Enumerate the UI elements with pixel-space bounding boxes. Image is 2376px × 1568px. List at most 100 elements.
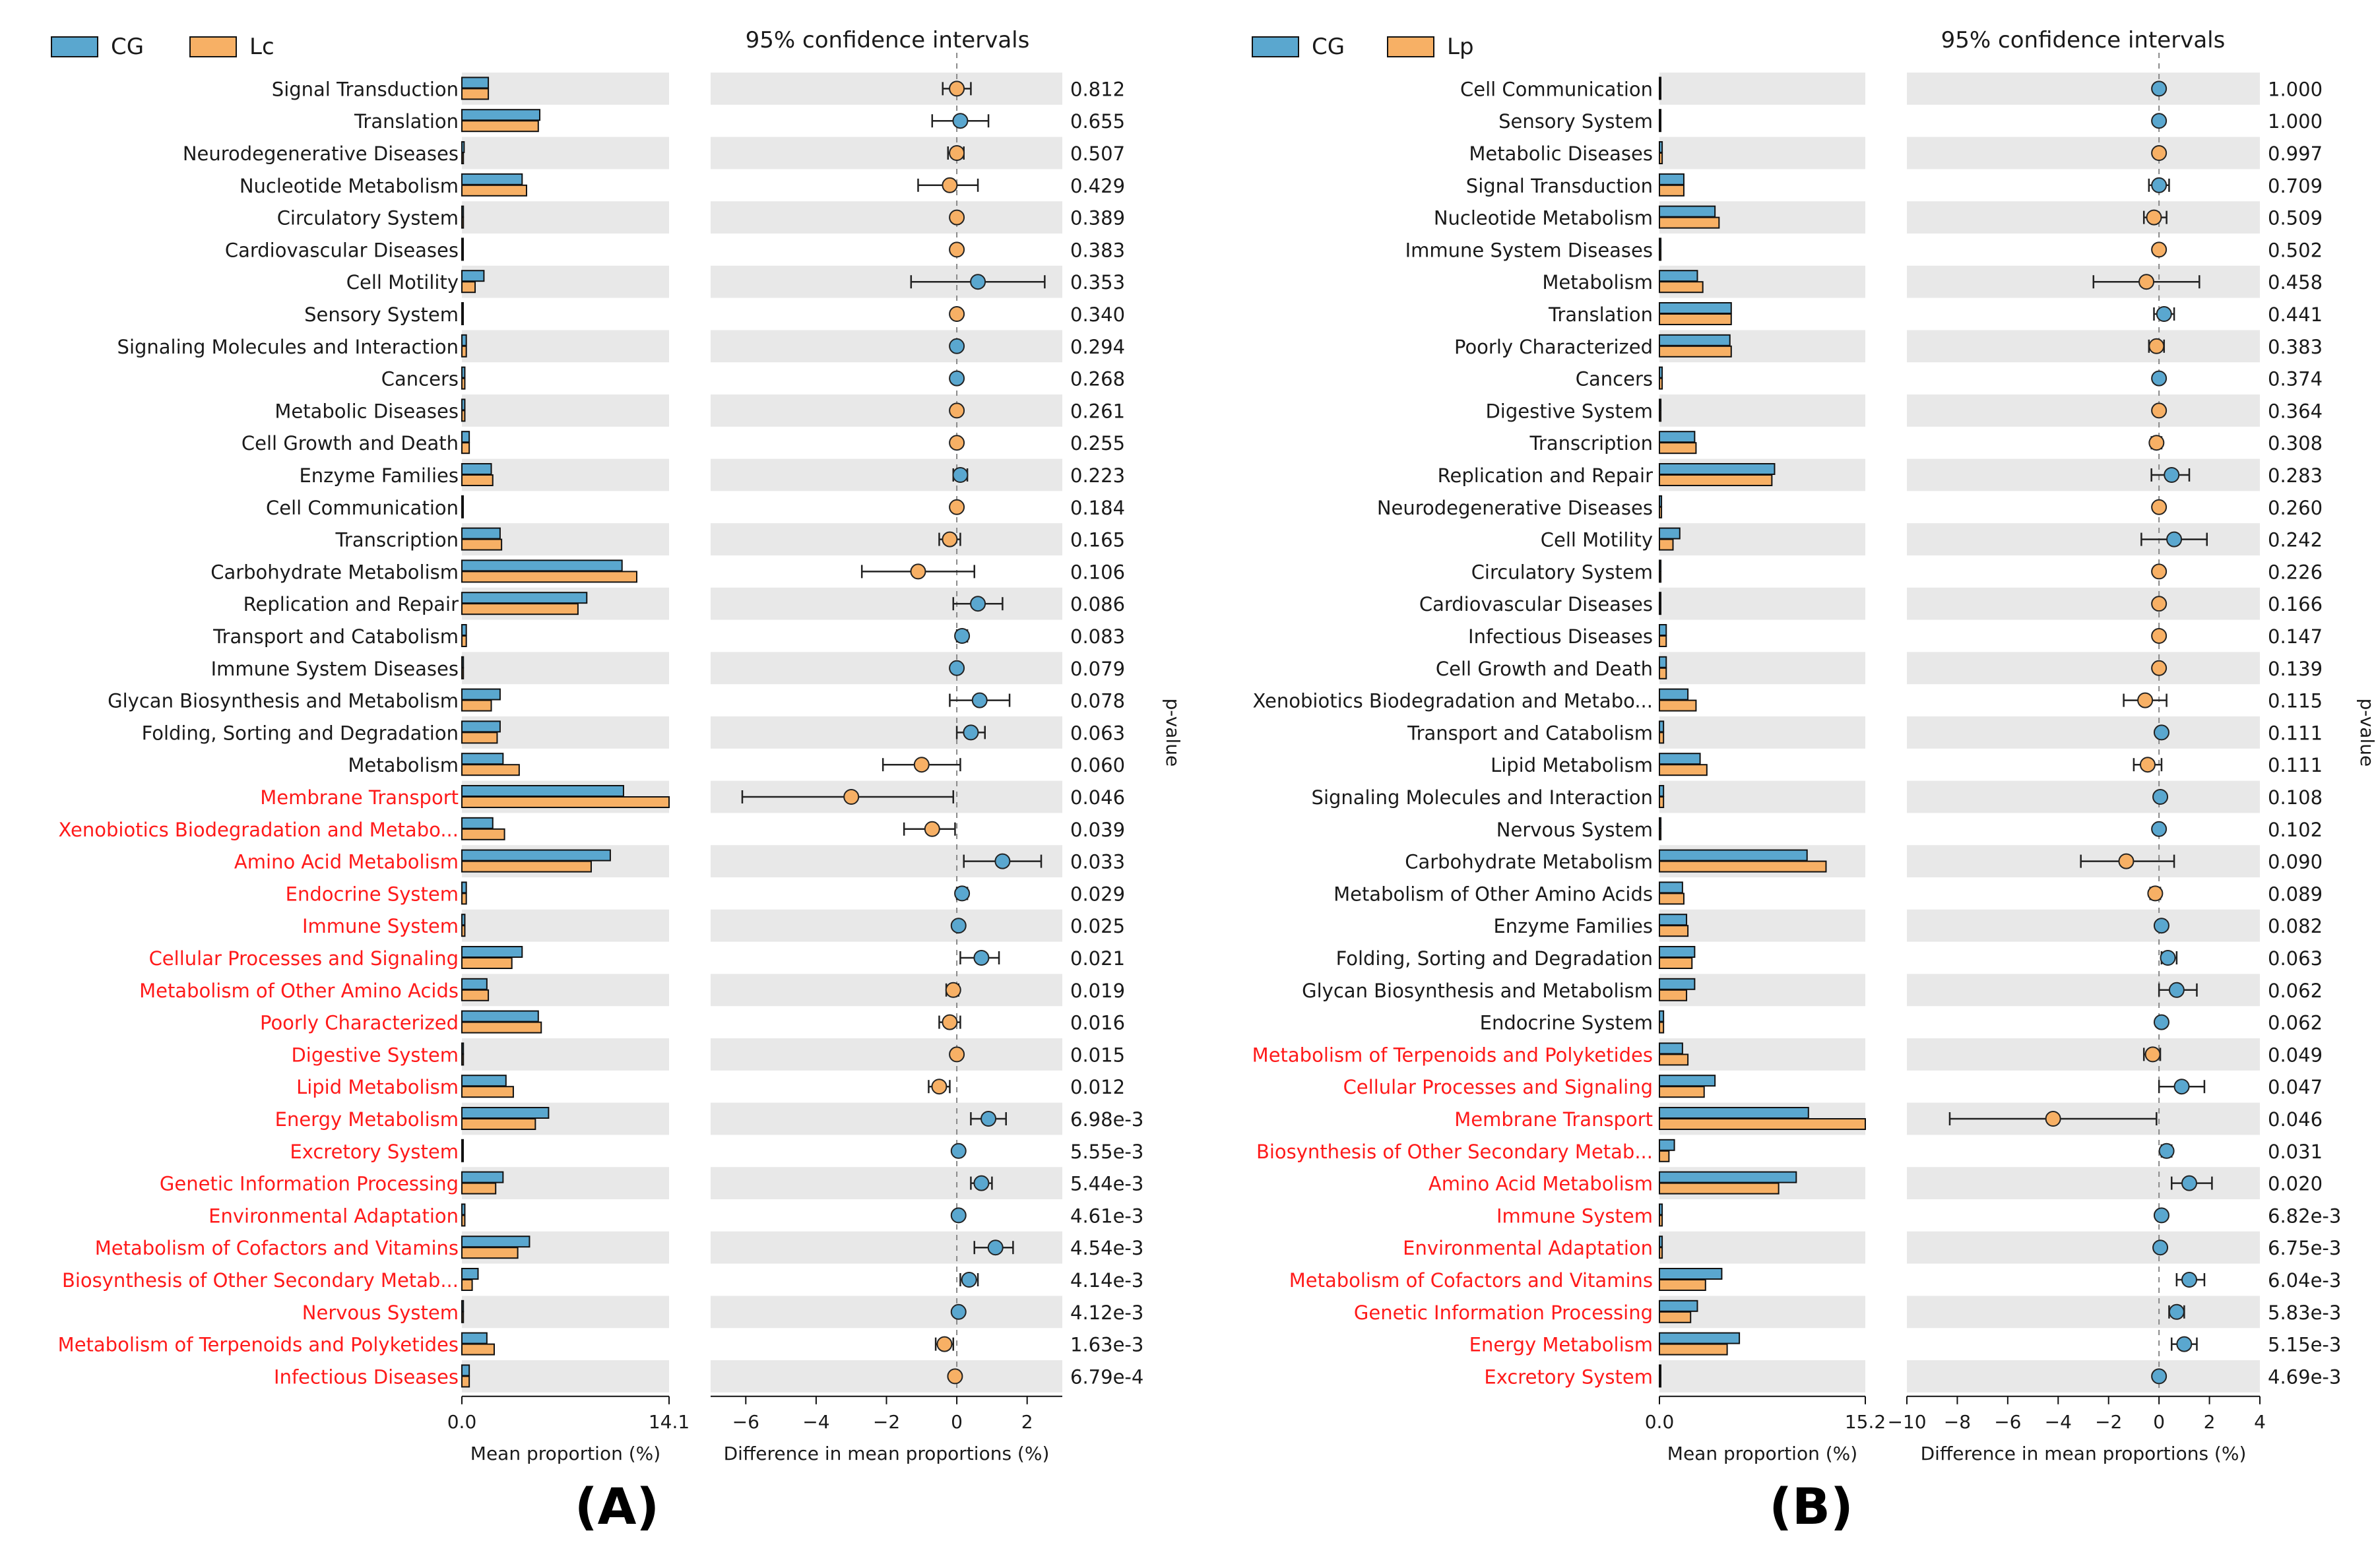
row-band-bar [462,1296,669,1329]
diff-point [2181,1175,2197,1191]
bar-cg [1659,1332,1741,1344]
p-value-label: 0.016 [1070,1012,1125,1034]
panel-a: CG Lc 95% confidence intervals Signal Trans… [51,27,1184,1464]
bar-cg [1659,141,1663,153]
diff-point [949,1046,965,1063]
p-value-label: 0.082 [2268,915,2323,937]
bar-cg [461,1075,507,1087]
category-label: Immune System [1496,1205,1653,1227]
bar-cg [1659,205,1716,218]
p-value-label: 6.75e-3 [2268,1237,2341,1259]
category-label: Metabolism [348,754,459,776]
bar-treatment [461,635,467,647]
category-label: Transcription [1529,432,1653,455]
p-value-label: 0.364 [2268,400,2323,422]
p-value-label: 0.046 [1070,786,1125,809]
p-value-label: 0.383 [1070,239,1125,261]
bar-treatment [1659,538,1674,551]
p-value-label: 1.63e-3 [1070,1334,1143,1356]
diff-point [931,1079,947,1095]
category-label: Metabolism [1542,271,1653,294]
p-value-label: 0.509 [2268,207,2323,230]
bar-cg [461,592,588,604]
p-value-label: 0.012 [1070,1076,1125,1098]
row-band-diff [1907,974,2260,1007]
p-value-label: 0.115 [2268,690,2323,712]
bar-treatment [1659,506,1663,518]
bar-treatment [1659,1086,1705,1098]
category-label: Cardiovascular Diseases [1419,593,1653,615]
diff-point [910,563,926,580]
bar-treatment [1659,1375,1661,1388]
category-label: Glycan Biosynthesis and Metabolism [108,690,459,712]
category-label: Environmental Adaptation [209,1205,459,1227]
p-value-label: 0.223 [1070,464,1125,487]
bar-cg [1659,527,1681,540]
diff-axis-tick-label: −2 [2095,1411,2122,1433]
bar-treatment [1659,152,1663,164]
diff-axis-tick-label: −6 [732,1411,759,1433]
p-value-label: 0.255 [1070,432,1125,455]
diff-axis-tick-label: −6 [1994,1411,2021,1433]
bar-treatment [461,1182,497,1195]
bar-treatment [1659,1279,1706,1291]
p-value-label: 0.033 [1070,851,1125,873]
p-value-label: 0.031 [2268,1141,2323,1163]
row-band-bar [1659,394,1865,427]
row-band-bar [1659,1360,1865,1393]
bar-treatment [1659,603,1661,615]
diff-point [2153,1014,2169,1030]
p-value-label: 0.079 [1070,658,1125,680]
bar-treatment [461,989,490,1001]
ci-title: 95% confidence intervals [746,27,1030,53]
bar-cg [1659,817,1662,829]
bar-cg [1659,431,1696,443]
category-label: Glycan Biosynthesis and Metabolism [1302,980,1653,1002]
diff-point [970,596,986,612]
category-label: Membrane Transport [260,786,459,809]
category-label: Metabolism of Terpenoids and Polyketides [58,1334,459,1356]
bar-cg [1659,270,1698,282]
p-value-label: 0.655 [1070,110,1125,133]
bar-cg [461,1332,488,1344]
bar-cg [461,688,501,701]
bar-cg [461,173,523,185]
row-band-diff [1907,330,2260,363]
panel-b: CG Lp 95% confidence intervals Cell Communi… [1252,27,2376,1464]
row-band-diff [1907,652,2260,685]
diff-point [2144,1046,2161,1063]
bar-cg [1659,1236,1663,1248]
category-label: Metabolic Diseases [1469,142,1653,165]
diff-point [942,531,958,548]
diff-point [994,853,1011,869]
p-value-label: 0.147 [2268,625,2323,648]
diff-point [942,177,958,193]
row-band-diff [711,1167,1062,1199]
category-label: Excretory System [290,1141,459,1163]
bar-cg [461,1203,466,1216]
legend-label-cg: CG [111,34,144,60]
p-value-label: 0.502 [2268,239,2323,261]
category-label: Metabolism of Terpenoids and Polyketides [1252,1044,1653,1066]
bar-cg [461,141,465,153]
p-value-label: 0.441 [2268,303,2323,326]
p-value-label: 0.184 [1070,497,1125,519]
diff-point [2137,692,2154,708]
p-value-label: 5.15e-3 [2268,1334,2341,1356]
bar-cg [1659,946,1696,958]
category-label: Xenobiotics Biodegradation and Metabo... [1252,690,1653,712]
row-band-diff [711,716,1062,749]
bar-treatment [461,345,467,358]
category-label: Endocrine System [286,883,459,905]
category-label: Immune System Diseases [211,658,459,680]
diff-axis-tick-label: 4 [2254,1411,2266,1433]
category-label: Enzyme Families [299,464,459,487]
diff-point [2176,1336,2193,1352]
diff-axis-tick-label: −10 [1887,1411,1926,1433]
p-value-label: 0.709 [2268,175,2323,197]
row-band-diff [711,523,1062,555]
category-label: Excretory System [1484,1365,1653,1388]
bar-cg [1659,978,1696,990]
bar-treatment [461,732,498,744]
bar-cg [1659,495,1663,507]
